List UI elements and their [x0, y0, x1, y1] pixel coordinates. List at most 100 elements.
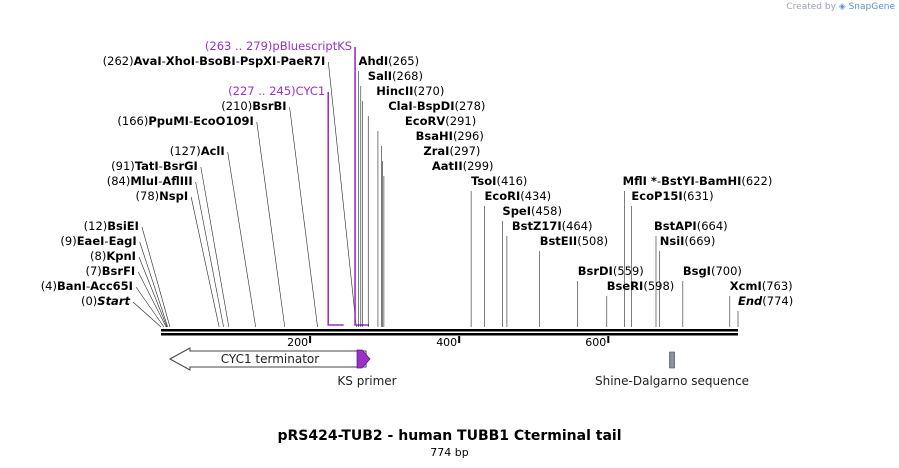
site-label-part: (210) — [221, 99, 252, 113]
site-label-part: PaeR7I — [280, 54, 325, 68]
site-227-245-cyc1[interactable]: (227 .. 245)CYC1 — [228, 84, 325, 98]
site-label-part: AatII — [432, 159, 463, 173]
site-ecori-434[interactable]: EcoRI(434) — [485, 189, 552, 203]
site-91-tati-bsrgi[interactable]: (91)TatI-BsrGI — [111, 159, 198, 173]
site-ecorv-291[interactable]: EcoRV(291) — [405, 114, 476, 128]
site-0-start[interactable]: (0)Start — [81, 294, 131, 308]
site-bseri-598[interactable]: BseRI(598) — [607, 279, 674, 293]
site-label-part: (763) — [762, 279, 793, 293]
site-label: End(774) — [738, 294, 793, 308]
site-label-part: BspDI — [417, 99, 455, 113]
site-7-bsrfi[interactable]: (7)BsrFI — [85, 264, 135, 278]
site-262-avai-xhoi-bsobi-pspxi-paer7i[interactable]: (262)AvaI-XhoI-BsoBI-PspXI-PaeR7I — [103, 54, 326, 68]
site-4-bani-acc65i[interactable]: (4)BanI-Acc65I — [41, 279, 133, 293]
feature-label: KS primer — [337, 374, 396, 388]
site-label-part: BstEII — [540, 234, 578, 248]
site-bsgi-700[interactable]: BsgI(700) — [683, 264, 742, 278]
site-aatii-299[interactable]: AatII(299) — [432, 159, 494, 173]
site-leader-lines — [132, 47, 739, 328]
site-210-bsrbi[interactable]: (210)BsrBI — [221, 99, 286, 113]
site-label: HincII(270) — [376, 84, 444, 98]
dna-backbone: 200 400 600 — [161, 329, 738, 349]
feature-cyc1-terminator[interactable]: CYC1 terminator — [168, 347, 367, 371]
feature-ks-primer[interactable]: KS primer — [337, 349, 397, 388]
site-label-part: (9) — [60, 234, 76, 248]
site-263-279-pbluescriptks[interactable]: (263 .. 279)pBluescriptKS — [205, 39, 352, 53]
site-label-part: (84) — [107, 174, 131, 188]
site-label-part: BsaHI — [416, 129, 453, 143]
primer-leader-line — [327, 92, 344, 326]
site-leader-line — [138, 256, 168, 328]
site-mfli-bstyi-bamhi-622[interactable]: MflI *-BstYI-BamHI(622) — [623, 174, 773, 188]
site-label-part: (458) — [531, 204, 562, 218]
site-hincii-270[interactable]: HincII(270) — [376, 84, 444, 98]
site-12-bsiei[interactable]: (12)BsiEI — [84, 219, 139, 233]
site-label-part: HincII — [376, 84, 413, 98]
site-nsii-669[interactable]: NsiI(669) — [660, 234, 716, 248]
site-leader-line — [139, 241, 168, 328]
site-label-part: (774) — [762, 294, 793, 308]
site-label: (12)BsiEI — [84, 219, 139, 233]
site-label-part: CYC1 — [296, 84, 326, 98]
site-label-part: EcoO109I — [193, 114, 254, 128]
site-xcmi-763[interactable]: XcmI(763) — [730, 279, 793, 293]
site-label-part: (631) — [683, 189, 714, 203]
site-label-part: TatI — [135, 159, 159, 173]
site-label: BstEII(508) — [540, 234, 608, 248]
site-clai-bspdi-278[interactable]: ClaI-BspDI(278) — [388, 99, 485, 113]
site-label-part: BanI — [57, 279, 86, 293]
feature-shine-dalgarno-sequence[interactable]: Shine-Dalgarno sequence — [595, 351, 749, 388]
site-label-part: (664) — [697, 219, 728, 233]
site-label-part: - — [104, 234, 108, 248]
site-label-part: - — [162, 54, 166, 68]
site-label-part: MflI * — [623, 174, 657, 188]
site-end-774[interactable]: End(774) — [738, 294, 793, 308]
ks-primer-arrow — [356, 349, 371, 369]
site-9-eaei-eagi[interactable]: (9)EaeI-EagI — [60, 234, 136, 248]
site-label: BsrDI(559) — [578, 264, 644, 278]
site-label: EcoRI(434) — [485, 189, 552, 203]
site-label-part: (166) — [117, 114, 148, 128]
site-label-part: (622) — [741, 174, 772, 188]
site-label-part: PpuMI — [148, 114, 189, 128]
site-label-part: - — [189, 114, 193, 128]
site-label: MflI *-BstYI-BamHI(622) — [623, 174, 773, 188]
site-label: (262)AvaI-XhoI-BsoBI-PspXI-PaeR7I — [103, 54, 326, 68]
site-label-part: NspI — [159, 189, 188, 203]
site-bsahi-296[interactable]: BsaHI(296) — [416, 129, 484, 143]
site-label-part: NsiI — [660, 234, 685, 248]
site-8-kpni[interactable]: (8)KpnI — [90, 249, 136, 263]
site-166-ppumi-ecoo109i[interactable]: (166)PpuMI-EcoO109I — [117, 114, 253, 128]
site-label-part: BstYI — [661, 174, 695, 188]
site-label-part: (278) — [454, 99, 485, 113]
site-label-part: (0) — [81, 294, 97, 308]
site-tsoi-416[interactable]: TsoI(416) — [471, 174, 527, 188]
site-label-part: EcoP15I — [631, 189, 682, 203]
map-length: 774 bp — [430, 446, 469, 459]
site-leader-line — [289, 106, 318, 328]
site-ahdi-265[interactable]: AhdI(265) — [359, 54, 420, 68]
site-sali-268[interactable]: SalI(268) — [368, 69, 423, 83]
site-label-part: BsgI — [683, 264, 711, 278]
site-label: SpeI(458) — [502, 204, 562, 218]
site-label-part: (559) — [613, 264, 644, 278]
site-label-part: PspXI — [240, 54, 276, 68]
site-127-acli[interactable]: (127)AclI — [170, 144, 225, 158]
site-label-part: (270) — [413, 84, 444, 98]
site-label: EcoRV(291) — [405, 114, 476, 128]
site-label: BseRI(598) — [607, 279, 674, 293]
site-bstz17i-464[interactable]: BstZ17I(464) — [512, 219, 593, 233]
site-spei-458[interactable]: SpeI(458) — [502, 204, 562, 218]
site-label: TsoI(416) — [471, 174, 527, 188]
site-84-mlui-afliii[interactable]: (84)MluI-AflIII — [107, 174, 193, 188]
site-bstapi-664[interactable]: BstAPI(664) — [654, 219, 728, 233]
site-label: BstAPI(664) — [654, 219, 728, 233]
site-zrai-297[interactable]: ZraI(297) — [423, 144, 480, 158]
site-bsteii-508[interactable]: BstEII(508) — [540, 234, 608, 248]
site-bsrdi-559[interactable]: BsrDI(559) — [578, 264, 644, 278]
site-label: NsiI(669) — [660, 234, 716, 248]
site-78-nspi[interactable]: (78)NspI — [136, 189, 189, 203]
site-label-part: AvaI — [134, 54, 162, 68]
site-ecop15i-631[interactable]: EcoP15I(631) — [631, 189, 713, 203]
